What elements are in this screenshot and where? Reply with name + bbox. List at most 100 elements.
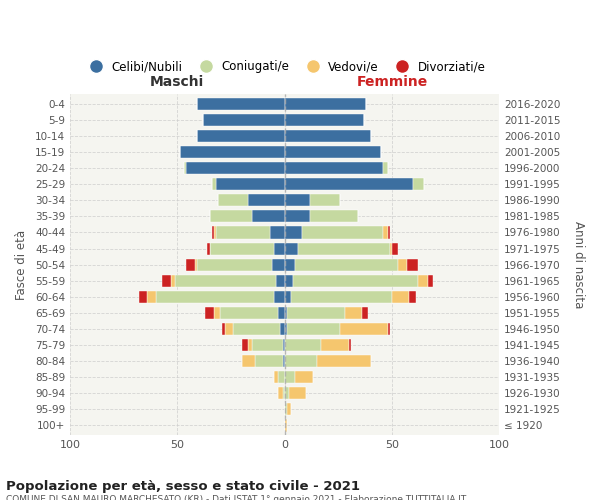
Text: Popolazione per età, sesso e stato civile - 2021: Popolazione per età, sesso e stato civil…	[6, 480, 360, 493]
Bar	[284, 210, 310, 222]
Bar	[171, 274, 175, 287]
Bar	[220, 307, 278, 319]
Text: COMUNE DI SAN MAURO MARCHESATO (KR) - Dati ISTAT 1° gennaio 2021 - Elaborazione : COMUNE DI SAN MAURO MARCHESATO (KR) - Da…	[6, 495, 466, 500]
Bar	[362, 307, 368, 319]
Legend: Celibi/Nubili, Coniugati/e, Vedovi/e, Divorziati/e: Celibi/Nubili, Coniugati/e, Vedovi/e, Di…	[79, 56, 490, 78]
Bar	[212, 226, 214, 238]
Bar	[284, 420, 287, 432]
Bar	[310, 194, 340, 206]
Bar	[390, 242, 392, 254]
Bar	[280, 323, 284, 335]
Bar	[254, 355, 283, 367]
Bar	[321, 339, 349, 351]
Bar	[284, 274, 293, 287]
Y-axis label: Anni di nascita: Anni di nascita	[572, 221, 585, 308]
Bar	[284, 226, 302, 238]
Bar	[209, 242, 274, 254]
Bar	[284, 404, 287, 415]
Bar	[284, 194, 310, 206]
Bar	[212, 178, 216, 190]
Bar	[310, 210, 358, 222]
Bar	[283, 339, 284, 351]
Bar	[269, 226, 284, 238]
Bar	[291, 291, 392, 303]
Bar	[272, 258, 284, 270]
Bar	[194, 258, 197, 270]
Bar	[156, 291, 274, 303]
Y-axis label: Fasce di età: Fasce di età	[15, 230, 28, 300]
Bar	[214, 307, 220, 319]
Bar	[175, 274, 276, 287]
Bar	[284, 291, 291, 303]
Bar	[248, 194, 284, 206]
Bar	[274, 371, 278, 384]
Bar	[284, 339, 321, 351]
Bar	[242, 355, 254, 367]
Bar	[392, 242, 398, 254]
Bar	[253, 339, 283, 351]
Bar	[278, 371, 284, 384]
Bar	[302, 226, 383, 238]
Bar	[276, 274, 284, 287]
Bar	[283, 355, 284, 367]
Bar	[284, 178, 413, 190]
Bar	[184, 162, 186, 174]
Bar	[284, 130, 371, 142]
Bar	[428, 274, 433, 287]
Bar	[287, 323, 340, 335]
Text: Maschi: Maschi	[150, 74, 205, 88]
Bar	[383, 226, 388, 238]
Bar	[388, 226, 390, 238]
Bar	[317, 355, 371, 367]
Bar	[278, 388, 283, 400]
Bar	[197, 258, 272, 270]
Bar	[284, 114, 364, 126]
Bar	[248, 339, 253, 351]
Bar	[284, 307, 287, 319]
Bar	[392, 291, 409, 303]
Bar	[388, 323, 390, 335]
Bar	[163, 274, 171, 287]
Bar	[289, 388, 306, 400]
Bar	[413, 178, 424, 190]
Bar	[203, 114, 284, 126]
Bar	[233, 323, 280, 335]
Bar	[345, 307, 362, 319]
Bar	[186, 258, 194, 270]
Bar	[298, 242, 390, 254]
Bar	[274, 291, 284, 303]
Bar	[274, 242, 284, 254]
Bar	[418, 274, 428, 287]
Bar	[293, 274, 418, 287]
Bar	[186, 162, 284, 174]
Bar	[284, 323, 287, 335]
Bar	[284, 162, 383, 174]
Bar	[283, 388, 284, 400]
Bar	[284, 146, 381, 158]
Bar	[295, 258, 398, 270]
Bar	[197, 98, 284, 110]
Bar	[218, 194, 248, 206]
Bar	[216, 178, 284, 190]
Bar	[409, 291, 416, 303]
Bar	[284, 242, 298, 254]
Bar	[242, 339, 248, 351]
Bar	[287, 307, 345, 319]
Bar	[216, 226, 269, 238]
Bar	[284, 98, 366, 110]
Bar	[224, 323, 233, 335]
Bar	[349, 339, 351, 351]
Bar	[284, 388, 289, 400]
Bar	[295, 371, 313, 384]
Text: Femmine: Femmine	[356, 74, 428, 88]
Bar	[208, 242, 209, 254]
Bar	[205, 307, 214, 319]
Bar	[398, 258, 407, 270]
Bar	[287, 404, 291, 415]
Bar	[197, 130, 284, 142]
Bar	[214, 226, 216, 238]
Bar	[340, 323, 388, 335]
Bar	[278, 307, 284, 319]
Bar	[209, 210, 253, 222]
Bar	[223, 323, 224, 335]
